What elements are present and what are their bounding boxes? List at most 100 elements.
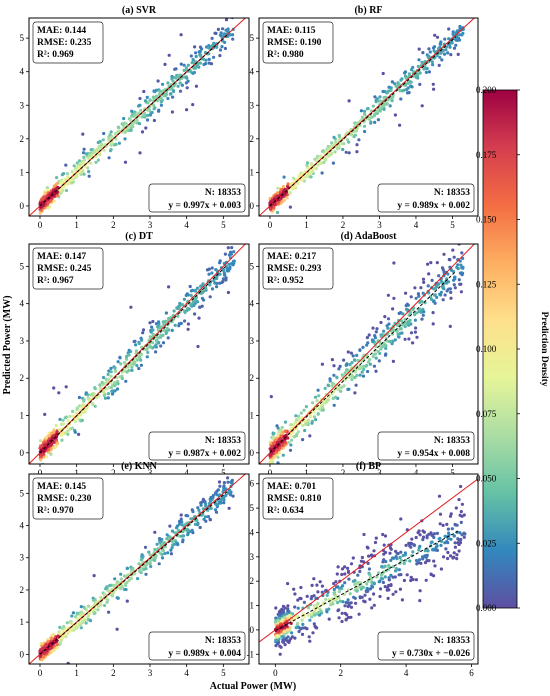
data-point xyxy=(367,333,371,337)
data-point xyxy=(160,556,165,560)
data-point xyxy=(187,307,191,311)
x-tick-label: 2 xyxy=(341,468,346,478)
data-point xyxy=(275,191,280,195)
data-point xyxy=(102,390,106,394)
data-point xyxy=(388,551,392,555)
data-point xyxy=(444,48,448,52)
data-point xyxy=(392,296,396,300)
data-point xyxy=(340,619,344,624)
data-point xyxy=(357,138,361,142)
plot-frame xyxy=(258,473,479,665)
data-point xyxy=(355,121,359,125)
data-point xyxy=(147,343,151,347)
data-point xyxy=(382,107,386,111)
data-point xyxy=(118,375,122,379)
data-point xyxy=(418,599,422,603)
data-point xyxy=(218,281,222,285)
data-point xyxy=(443,534,447,538)
data-point xyxy=(375,575,379,579)
data-point xyxy=(180,520,184,524)
data-point xyxy=(65,172,69,176)
data-point xyxy=(133,572,137,576)
data-point xyxy=(54,423,58,427)
data-point xyxy=(205,268,210,272)
data-point xyxy=(343,572,347,576)
data-point xyxy=(144,99,148,103)
data-point xyxy=(106,372,110,376)
data-point xyxy=(156,336,161,340)
panel-4: (d) AdaBoost 0 1 2 3 4 5 0 1 2 3 4 5 MAE: 0.217 RMSE: … xyxy=(250,231,479,478)
data-point xyxy=(78,613,82,617)
data-point xyxy=(275,424,279,428)
data-point xyxy=(53,648,57,652)
data-point xyxy=(435,295,439,299)
data-point xyxy=(197,316,201,320)
data-point xyxy=(302,600,306,605)
data-point xyxy=(204,502,208,506)
scatter-points xyxy=(273,484,467,656)
data-point xyxy=(420,317,424,321)
data-point xyxy=(64,385,68,389)
data-point xyxy=(133,360,137,364)
data-point xyxy=(218,54,222,58)
data-point xyxy=(301,622,305,627)
data-point xyxy=(449,268,454,272)
stats-box-frame xyxy=(262,247,334,290)
data-point xyxy=(446,527,450,531)
data-point xyxy=(373,95,377,99)
data-point xyxy=(212,279,216,283)
data-point xyxy=(437,537,441,541)
data-point xyxy=(106,396,110,400)
data-point xyxy=(381,71,385,76)
data-point xyxy=(109,136,113,140)
sample-count: N: 18353 xyxy=(205,188,241,198)
data-point xyxy=(344,150,348,154)
data-point xyxy=(439,567,443,571)
data-point xyxy=(344,617,348,621)
data-point xyxy=(273,454,277,459)
data-point xyxy=(349,562,354,566)
data-point xyxy=(448,324,452,328)
data-point xyxy=(358,596,362,600)
data-point xyxy=(426,284,430,288)
data-point xyxy=(167,285,171,289)
x-tick-label: 0 xyxy=(38,668,43,678)
data-point xyxy=(450,527,454,531)
data-point xyxy=(364,590,369,594)
data-point xyxy=(284,637,288,641)
data-point xyxy=(387,576,391,580)
data-point xyxy=(289,434,293,438)
data-point xyxy=(148,561,152,566)
data-point xyxy=(270,445,274,449)
data-point xyxy=(336,565,340,569)
data-point xyxy=(449,290,453,294)
data-point xyxy=(387,85,391,89)
data-point xyxy=(381,532,385,537)
data-point xyxy=(341,600,345,604)
data-point xyxy=(62,185,66,189)
data-point xyxy=(372,603,376,607)
data-point xyxy=(61,188,65,193)
data-point xyxy=(296,430,301,434)
stat-mae: MAE: 0.701 xyxy=(267,482,316,492)
data-point xyxy=(393,338,397,342)
data-point xyxy=(314,418,318,422)
data-point xyxy=(151,341,155,345)
data-point xyxy=(135,358,139,362)
data-point xyxy=(148,98,152,102)
data-point xyxy=(153,547,157,552)
sample-count: N: 18353 xyxy=(434,188,470,198)
sample-count: N: 18353 xyxy=(205,436,241,446)
data-point xyxy=(455,29,459,34)
data-point xyxy=(82,409,86,413)
data-point xyxy=(383,534,388,538)
data-point xyxy=(193,45,197,49)
data-point xyxy=(179,517,183,521)
data-point xyxy=(401,553,405,558)
data-point xyxy=(207,46,211,50)
data-point xyxy=(320,405,324,409)
data-point xyxy=(346,604,350,609)
data-point xyxy=(38,649,42,653)
data-point xyxy=(432,532,436,536)
data-point xyxy=(330,141,334,145)
